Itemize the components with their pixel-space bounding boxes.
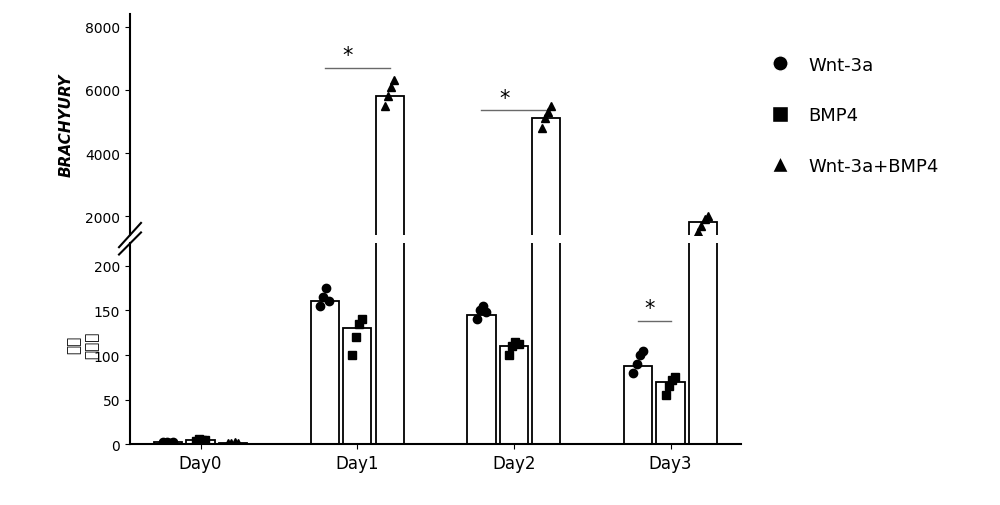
Bar	[467, 315, 496, 444]
Bar	[689, 0, 717, 444]
Bar	[186, 440, 215, 444]
Bar	[689, 223, 717, 280]
Bar	[467, 275, 496, 280]
Bar	[500, 346, 528, 444]
Text: *: *	[342, 46, 353, 66]
Y-axis label: BRACHYURY: BRACHYURY	[59, 74, 74, 177]
Bar	[376, 97, 404, 280]
Bar	[532, 0, 560, 444]
Bar	[656, 277, 685, 280]
Bar	[376, 0, 404, 444]
Bar	[343, 276, 371, 280]
Bar	[624, 366, 652, 444]
Text: *: *	[499, 89, 509, 109]
Bar	[311, 302, 339, 444]
Bar	[656, 382, 685, 444]
Text: *: *	[644, 298, 655, 318]
Bar	[154, 442, 182, 444]
Legend: Wnt-3a, BMP4, Wnt-3a+BMP4: Wnt-3a, BMP4, Wnt-3a+BMP4	[762, 49, 946, 183]
Bar	[500, 276, 528, 280]
Bar	[219, 443, 247, 444]
Bar	[624, 277, 652, 280]
Bar	[311, 275, 339, 280]
Y-axis label: 相对
表达量: 相对 表达量	[67, 331, 99, 358]
Bar	[532, 119, 560, 280]
Bar	[343, 329, 371, 444]
